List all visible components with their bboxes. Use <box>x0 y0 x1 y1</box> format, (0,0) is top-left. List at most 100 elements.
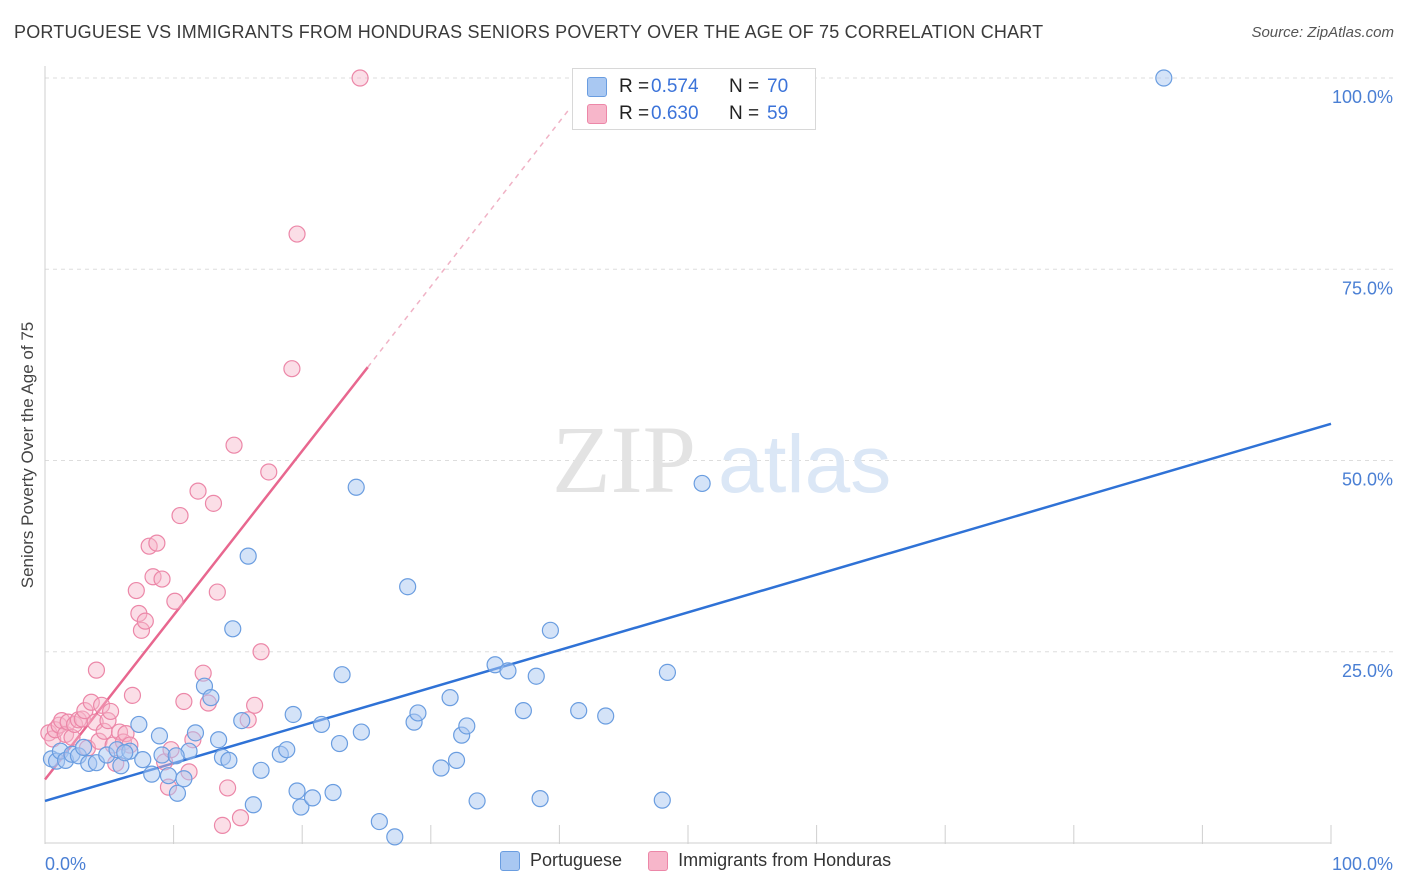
data-point-portuguese <box>150 727 169 745</box>
legend-item-honduras[interactable]: Immigrants from Honduras <box>648 850 891 871</box>
data-point-portuguese <box>130 715 148 734</box>
data-point-honduras <box>166 592 184 610</box>
data-point-honduras <box>283 360 301 378</box>
data-point-portuguese <box>116 744 134 762</box>
y-tick-label: 25.0% <box>1342 661 1393 681</box>
data-point-portuguese <box>514 702 532 720</box>
data-point-portuguese <box>303 789 322 807</box>
data-point-honduras <box>219 779 237 797</box>
series-portuguese-points <box>42 69 1173 846</box>
legend-swatch-pink <box>587 104 607 124</box>
n-label: N = <box>729 76 760 97</box>
data-point-honduras <box>92 696 111 714</box>
x-tick-label: 100.0% <box>1332 854 1393 874</box>
data-point-portuguese <box>409 704 427 722</box>
axes <box>44 66 1332 844</box>
data-point-portuguese <box>233 711 251 730</box>
data-point-honduras <box>171 506 189 525</box>
data-point-portuguese <box>143 765 161 783</box>
data-point-portuguese <box>541 621 559 639</box>
y-tick-label: 50.0% <box>1342 470 1393 490</box>
data-point-honduras <box>246 696 264 714</box>
x-tick-label: 0.0% <box>45 854 86 874</box>
data-point-portuguese <box>284 705 302 724</box>
data-point-honduras <box>90 732 108 750</box>
data-point-portuguese <box>441 689 459 707</box>
r-label: R = <box>619 76 650 97</box>
data-point-honduras <box>351 69 369 87</box>
data-point-honduras <box>148 534 166 552</box>
data-point-portuguese <box>347 478 365 496</box>
data-point-portuguese <box>330 734 349 753</box>
data-point-portuguese <box>244 796 262 814</box>
data-point-portuguese <box>693 474 711 493</box>
data-point-portuguese <box>432 759 450 777</box>
legend-row-portuguese: R = 0.574 N = 70 <box>587 75 788 99</box>
data-point-honduras <box>127 581 145 600</box>
trend-line-honduras <box>44 366 369 781</box>
n-value: 59 <box>767 103 789 124</box>
data-point-portuguese <box>224 620 242 638</box>
data-point-portuguese <box>175 770 193 788</box>
data-point-honduras <box>175 692 193 711</box>
data-point-portuguese <box>202 689 220 707</box>
n-label: N = <box>729 103 760 124</box>
data-point-portuguese <box>531 790 549 808</box>
data-point-portuguese <box>252 761 270 779</box>
data-point-honduras <box>101 702 120 721</box>
data-point-honduras <box>110 723 129 741</box>
trend-line-portuguese <box>44 422 1332 803</box>
data-point-honduras <box>86 713 104 731</box>
data-point-portuguese <box>527 667 545 685</box>
data-point-honduras <box>213 816 232 835</box>
data-point-portuguese <box>168 784 187 802</box>
data-point-honduras <box>123 686 142 704</box>
data-point-portuguese <box>370 812 388 831</box>
data-point-portuguese <box>220 751 238 769</box>
data-point-honduras <box>153 570 171 588</box>
series-legend: Portuguese Immigrants from Honduras <box>500 850 891 871</box>
data-point-portuguese <box>1155 69 1173 87</box>
data-point-portuguese <box>352 723 370 741</box>
data-point-portuguese <box>186 724 205 742</box>
data-point-honduras <box>82 693 100 711</box>
correlation-legend: R = 0.574 N = 70 R = 0.630 N = 59 <box>572 68 816 130</box>
watermark-zip: ZIP <box>552 406 696 513</box>
data-point-honduras <box>53 711 71 730</box>
data-point-portuguese <box>210 731 228 749</box>
data-point-portuguese <box>499 662 517 680</box>
data-point-portuguese <box>399 578 417 596</box>
r-value: 0.630 <box>651 103 699 124</box>
data-point-portuguese <box>597 707 615 725</box>
data-point-honduras <box>136 612 154 630</box>
legend-swatch-blue <box>500 850 520 871</box>
data-point-portuguese <box>333 666 351 684</box>
chart-title: PORTUGUESE VS IMMIGRANTS FROM HONDURAS S… <box>14 22 1044 42</box>
data-point-portuguese <box>167 747 185 765</box>
data-point-honduras <box>87 661 106 679</box>
trend-lines <box>44 108 1332 803</box>
grid-lines <box>45 77 1395 653</box>
data-point-portuguese <box>458 717 476 735</box>
data-point-portuguese <box>292 798 310 816</box>
data-point-portuguese <box>386 828 404 846</box>
data-point-portuguese <box>658 663 677 682</box>
tick-labels: 100.0% 75.0% 50.0% 25.0% 0.0% 100.0% <box>45 87 1393 874</box>
r-value: 0.574 <box>651 76 699 97</box>
trend-line-honduras-extension <box>367 108 571 368</box>
data-point-honduras <box>208 583 226 601</box>
watermark: ZIP atlas <box>552 406 891 513</box>
data-point-honduras <box>132 621 151 639</box>
watermark-atlas: atlas <box>718 419 891 510</box>
source-label: Source: ZipAtlas.com <box>1251 24 1394 41</box>
data-point-honduras <box>231 809 250 827</box>
n-value: 70 <box>767 76 789 97</box>
r-label: R = <box>619 103 650 124</box>
legend-row-honduras: R = 0.630 N = 59 <box>587 102 788 126</box>
legend-swatch-blue <box>587 77 607 97</box>
legend-label-portuguese: Portuguese <box>530 850 623 870</box>
data-point-portuguese <box>324 783 342 802</box>
legend-item-portuguese[interactable]: Portuguese <box>500 850 622 871</box>
data-point-portuguese <box>447 751 466 769</box>
